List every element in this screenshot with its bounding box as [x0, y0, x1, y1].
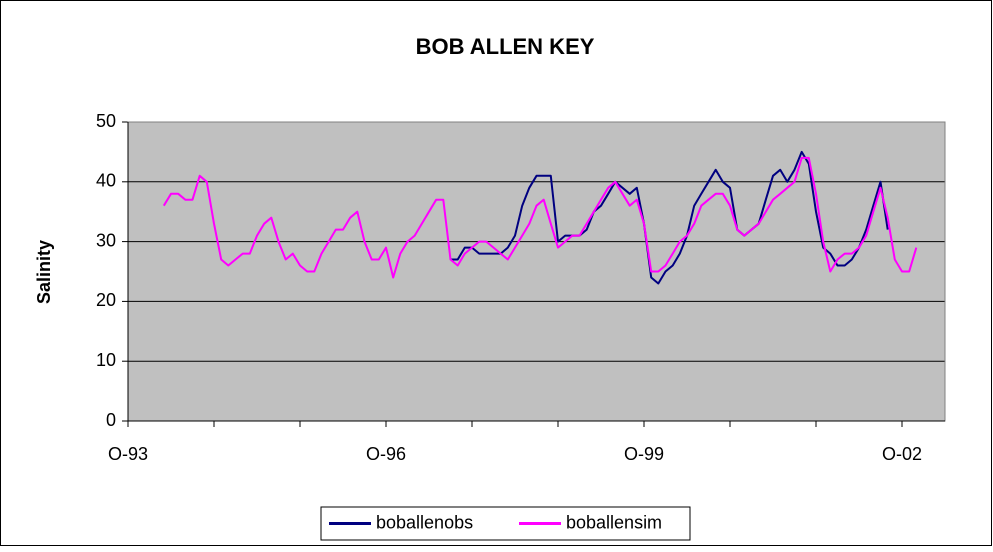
- legend-box: [320, 506, 691, 541]
- y-axis-label: Salinity: [34, 240, 54, 304]
- x-tick-label: O-99: [624, 444, 664, 464]
- data-line: [162, 156, 918, 279]
- x-tick-label: O-96: [366, 444, 406, 464]
- data-line: [450, 150, 889, 285]
- x-tick-label: O-02: [882, 444, 922, 464]
- x-tick-label: O-93: [108, 444, 148, 464]
- y-tick-label: 50: [96, 111, 116, 131]
- legend-label: boballensim: [566, 512, 662, 532]
- legend-label: boballenobs: [376, 512, 473, 532]
- y-tick-label: 10: [96, 350, 116, 370]
- chart-title: BOB ALLEN KEY: [416, 34, 595, 59]
- plot-area: [128, 122, 945, 421]
- y-tick-label: 40: [96, 171, 116, 191]
- y-tick-label: 30: [96, 230, 116, 250]
- y-tick-label: 20: [96, 290, 116, 310]
- y-tick-label: 0: [106, 410, 116, 430]
